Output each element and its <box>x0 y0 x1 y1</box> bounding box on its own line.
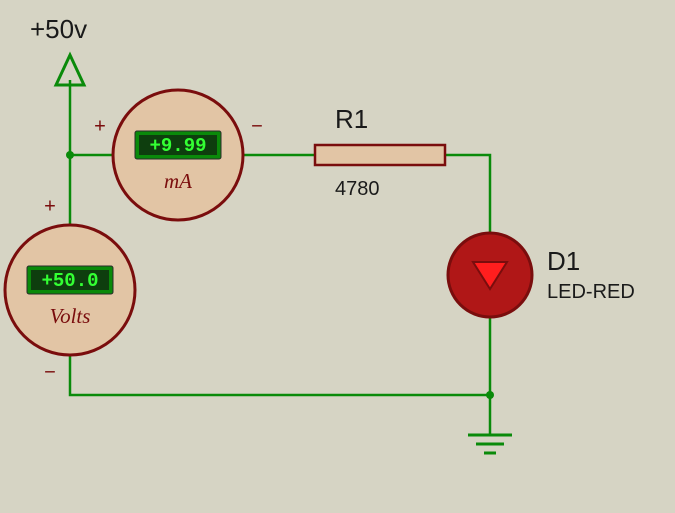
wire-resistor-to-led <box>445 155 490 233</box>
ground-symbol <box>468 435 512 453</box>
led-D1: D1 LED-RED <box>448 233 635 317</box>
voltmeter-unit: Volts <box>50 304 91 328</box>
ammeter-unit: mA <box>164 169 192 193</box>
voltmeter-reading: +50.0 <box>41 270 98 292</box>
resistor-name: R1 <box>335 104 368 134</box>
ammeter-plus: + <box>94 115 106 137</box>
ammeter-reading: +9.99 <box>149 135 206 157</box>
led-subtype: LED-RED <box>547 281 635 303</box>
voltmeter-minus: − <box>44 361 56 383</box>
wire-source-to-ammeter <box>70 80 113 155</box>
wire-bottom-bus <box>70 355 490 395</box>
resistor-value: 4780 <box>335 178 380 200</box>
source-label: +50v <box>30 14 87 44</box>
ammeter: +9.99 mA + − <box>94 90 263 220</box>
resistor-R1: R1 4780 <box>315 104 445 200</box>
ammeter-minus: − <box>251 115 263 137</box>
led-name: D1 <box>547 246 580 276</box>
circuit-diagram: +50v R1 4780 +50.0 Volts + − +9.99 mA + … <box>0 0 675 513</box>
voltmeter-plus: + <box>44 195 56 217</box>
